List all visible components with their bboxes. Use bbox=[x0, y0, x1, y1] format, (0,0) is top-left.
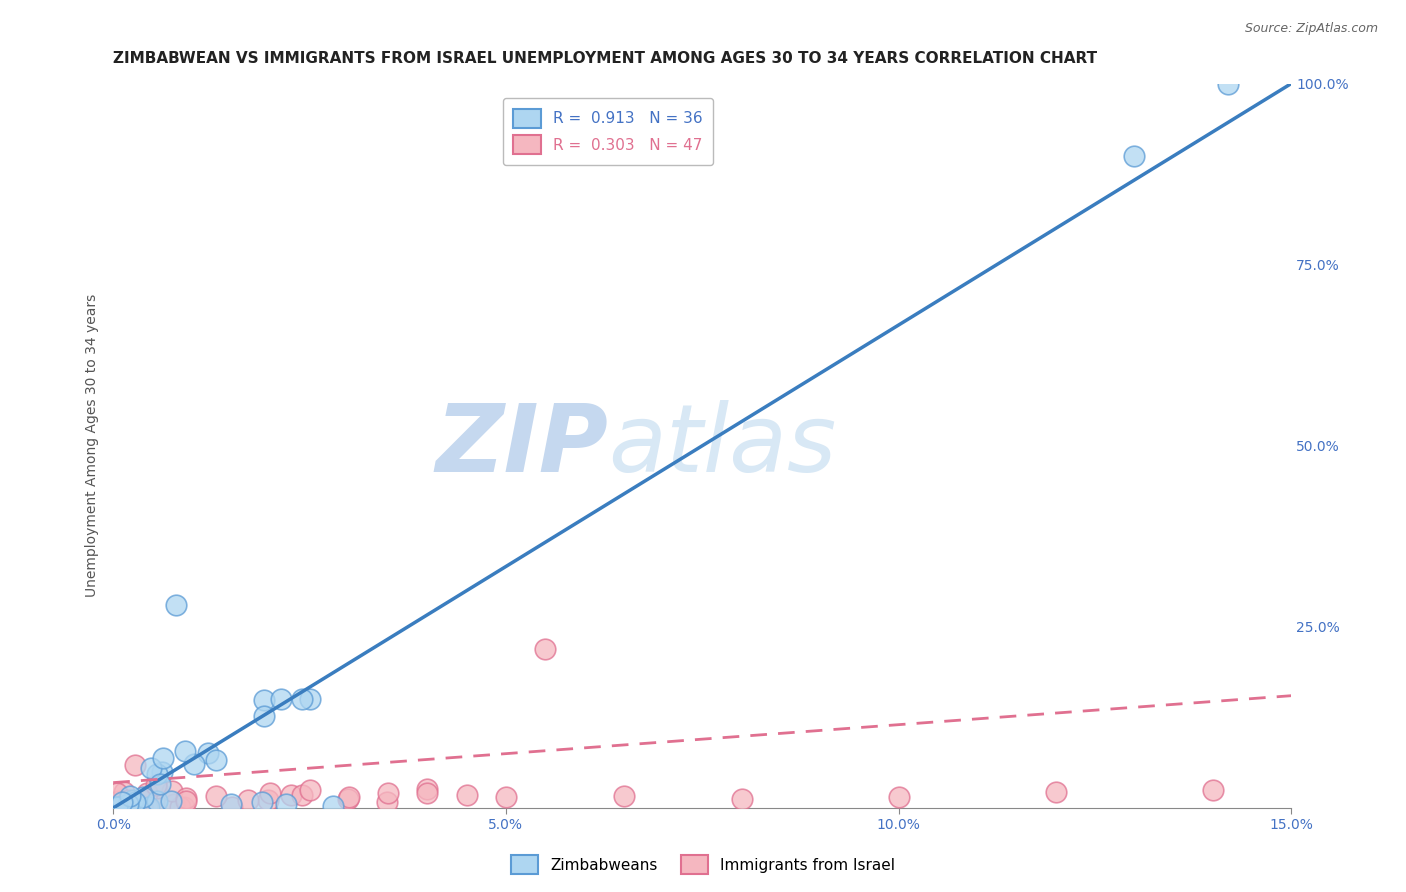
Point bbox=[136, 799, 159, 814]
Point bbox=[136, 799, 159, 814]
Point bbox=[270, 692, 292, 706]
Point bbox=[152, 751, 174, 765]
Point bbox=[322, 798, 344, 813]
Point bbox=[174, 791, 197, 805]
Point bbox=[257, 793, 280, 807]
Point bbox=[375, 795, 398, 809]
Point bbox=[112, 785, 135, 799]
Legend: Zimbabweans, Immigrants from Israel: Zimbabweans, Immigrants from Israel bbox=[505, 849, 901, 880]
Point bbox=[160, 794, 183, 808]
Point bbox=[139, 761, 162, 775]
Point bbox=[204, 753, 226, 767]
Point bbox=[146, 780, 169, 795]
Point bbox=[274, 797, 297, 812]
Point bbox=[291, 788, 314, 802]
Point bbox=[183, 756, 205, 771]
Point bbox=[107, 799, 129, 814]
Point bbox=[887, 790, 910, 805]
Text: atlas: atlas bbox=[607, 401, 837, 491]
Point bbox=[416, 781, 439, 796]
Point bbox=[377, 787, 399, 801]
Point bbox=[163, 797, 186, 811]
Point bbox=[337, 792, 360, 806]
Point bbox=[124, 757, 146, 772]
Point bbox=[252, 795, 274, 809]
Point bbox=[253, 708, 276, 723]
Point bbox=[107, 794, 129, 808]
Point bbox=[121, 793, 143, 807]
Point bbox=[416, 787, 439, 801]
Point bbox=[129, 799, 152, 814]
Point bbox=[290, 692, 312, 706]
Legend: R =  0.913   N = 36, R =  0.303   N = 47: R = 0.913 N = 36, R = 0.303 N = 47 bbox=[502, 98, 713, 165]
Point bbox=[1218, 77, 1240, 91]
Point bbox=[111, 795, 134, 809]
Point bbox=[112, 799, 135, 814]
Point bbox=[298, 692, 321, 706]
Point bbox=[1123, 149, 1146, 163]
Point bbox=[221, 799, 243, 814]
Point bbox=[205, 789, 228, 803]
Point bbox=[280, 788, 302, 802]
Point bbox=[534, 641, 557, 656]
Point bbox=[145, 778, 167, 792]
Point bbox=[146, 767, 169, 781]
Point bbox=[165, 598, 187, 612]
Point bbox=[169, 799, 191, 814]
Point bbox=[121, 794, 143, 808]
Point bbox=[1045, 785, 1067, 799]
Point bbox=[259, 787, 281, 801]
Point bbox=[131, 799, 153, 814]
Point bbox=[730, 792, 752, 806]
Text: ZIP: ZIP bbox=[434, 400, 607, 491]
Point bbox=[124, 795, 146, 809]
Point bbox=[236, 793, 259, 807]
Point bbox=[107, 799, 129, 814]
Point bbox=[105, 786, 128, 800]
Point bbox=[613, 789, 636, 804]
Point bbox=[138, 799, 160, 814]
Point bbox=[150, 765, 173, 780]
Point bbox=[120, 796, 142, 810]
Point bbox=[174, 794, 197, 808]
Point bbox=[132, 790, 155, 805]
Point bbox=[1202, 783, 1225, 797]
Point bbox=[122, 795, 145, 809]
Point bbox=[160, 784, 183, 798]
Point bbox=[117, 793, 139, 807]
Text: ZIMBABWEAN VS IMMIGRANTS FROM ISRAEL UNEMPLOYMENT AMONG AGES 30 TO 34 YEARS CORR: ZIMBABWEAN VS IMMIGRANTS FROM ISRAEL UNE… bbox=[114, 51, 1097, 66]
Point bbox=[337, 790, 360, 805]
Point bbox=[135, 786, 157, 800]
Point bbox=[456, 788, 478, 802]
Y-axis label: Unemployment Among Ages 30 to 34 years: Unemployment Among Ages 30 to 34 years bbox=[86, 294, 100, 598]
Text: Source: ZipAtlas.com: Source: ZipAtlas.com bbox=[1244, 22, 1378, 36]
Point bbox=[118, 789, 141, 803]
Point bbox=[107, 798, 129, 813]
Point bbox=[298, 783, 321, 797]
Point bbox=[145, 794, 167, 808]
Point bbox=[253, 693, 276, 707]
Point bbox=[107, 799, 129, 814]
Point bbox=[173, 799, 195, 814]
Point bbox=[145, 795, 167, 809]
Point bbox=[219, 797, 242, 812]
Point bbox=[149, 777, 172, 791]
Point bbox=[105, 799, 128, 814]
Point bbox=[117, 797, 139, 812]
Point bbox=[173, 743, 195, 757]
Point bbox=[197, 746, 219, 760]
Point bbox=[495, 790, 517, 805]
Point bbox=[132, 794, 155, 808]
